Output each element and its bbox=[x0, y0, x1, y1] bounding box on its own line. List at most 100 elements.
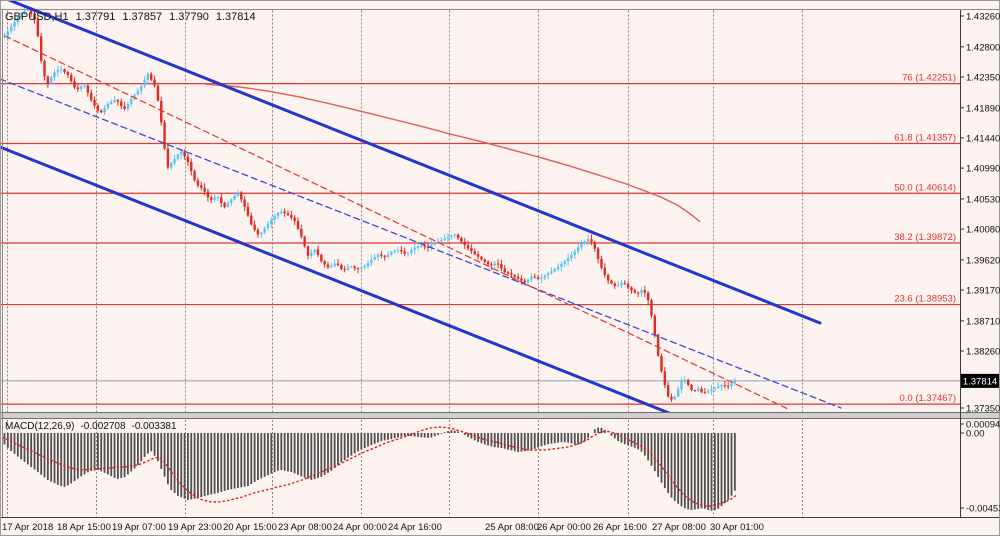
macd-histogram-bar bbox=[260, 433, 263, 479]
macd-histogram-bar bbox=[520, 433, 523, 452]
candle-body bbox=[553, 269, 556, 272]
macd-histogram-bar bbox=[563, 433, 566, 443]
macd-histogram-bar bbox=[123, 433, 126, 478]
macd-histogram-bar bbox=[653, 433, 656, 472]
macd-histogram-bar bbox=[86, 433, 89, 473]
price-axis-label: 1.43260 bbox=[966, 12, 1000, 23]
moving-average-line bbox=[204, 83, 701, 223]
macd-histogram-bar bbox=[313, 433, 316, 480]
macd-histogram-bar bbox=[577, 433, 580, 445]
macd-histogram-bar bbox=[643, 433, 646, 456]
candle-body bbox=[233, 195, 236, 200]
time-axis-label: 27 Apr 08:00 bbox=[652, 522, 706, 533]
macd-histogram-bar bbox=[126, 433, 129, 475]
time-axis-label: 26 Apr 16:00 bbox=[593, 522, 647, 533]
candle-body bbox=[546, 273, 550, 276]
candle-body bbox=[303, 236, 306, 247]
candle-body bbox=[56, 69, 60, 73]
candle-body bbox=[703, 392, 707, 394]
candle-body bbox=[366, 262, 370, 266]
candle-body bbox=[730, 383, 733, 387]
candle-body bbox=[466, 245, 470, 249]
macd-histogram-bar bbox=[530, 433, 533, 450]
candle-body bbox=[566, 258, 570, 262]
candle-body bbox=[173, 158, 176, 164]
macd-histogram-bar bbox=[467, 433, 469, 437]
candle-body bbox=[563, 261, 566, 264]
macd-histogram-bar bbox=[500, 433, 503, 448]
candle-body bbox=[540, 277, 543, 279]
candle-body bbox=[76, 87, 80, 89]
candle-body bbox=[163, 122, 166, 149]
price-axis-label: 1.37350 bbox=[966, 404, 1000, 415]
macd-histogram-bar bbox=[387, 433, 389, 440]
price-axis-label: 1.38260 bbox=[966, 347, 1000, 358]
candle-body bbox=[39, 36, 43, 61]
macd-histogram-bar bbox=[550, 433, 553, 444]
macd-histogram-bar bbox=[380, 433, 383, 442]
panel-separator-groove bbox=[0, 412, 1000, 419]
candle-body bbox=[690, 384, 693, 391]
candle-body bbox=[13, 22, 16, 27]
candle-body bbox=[33, 13, 36, 20]
macd-histogram-bar bbox=[263, 433, 266, 477]
candle-body bbox=[253, 224, 256, 230]
macd-histogram-bar bbox=[493, 433, 496, 448]
candle-body bbox=[210, 197, 213, 200]
candle-body bbox=[180, 151, 183, 155]
symbol-period-label: GBPUSD,H1 bbox=[5, 11, 69, 23]
macd-histogram-bar bbox=[407, 433, 409, 436]
candle-body bbox=[153, 79, 156, 86]
candle-body bbox=[353, 266, 356, 269]
candle-body bbox=[653, 315, 657, 335]
candle-body bbox=[273, 216, 276, 220]
candle-body bbox=[220, 197, 223, 203]
macd-histogram-bar bbox=[53, 433, 56, 484]
macd-histogram-bar bbox=[297, 433, 299, 475]
macd-histogram-bar bbox=[330, 433, 333, 471]
candle-body bbox=[390, 251, 393, 255]
candle-body bbox=[336, 263, 340, 266]
candle-body bbox=[83, 85, 86, 87]
candle-body bbox=[716, 386, 720, 388]
macd-histogram-bar bbox=[717, 433, 720, 509]
candle-body bbox=[616, 285, 620, 287]
candle-body bbox=[683, 379, 687, 381]
macd-histogram-bar bbox=[673, 433, 676, 501]
macd-histogram-bar bbox=[513, 433, 516, 452]
macd-histogram-bar bbox=[723, 433, 726, 504]
candle-body bbox=[300, 228, 303, 237]
macd-histogram-bar bbox=[483, 433, 486, 445]
candle-body bbox=[473, 251, 476, 255]
candle-body bbox=[176, 154, 180, 159]
macd-histogram-bar bbox=[557, 433, 560, 443]
fib-level-label: 23.6 (1.38953) bbox=[894, 294, 956, 305]
macd-histogram-bar bbox=[46, 433, 49, 480]
macd-histogram-bar bbox=[63, 433, 66, 487]
macd-histogram-bar bbox=[370, 433, 373, 446]
candle-body bbox=[506, 272, 510, 274]
candle-body bbox=[650, 300, 653, 316]
open-value: 1.37791 bbox=[75, 11, 116, 23]
candle-body bbox=[523, 280, 526, 283]
fib-level-label: 0.0 (1.37467) bbox=[899, 393, 956, 404]
macd-histogram-bar bbox=[210, 433, 213, 495]
macd-layer bbox=[1, 426, 738, 511]
macd-histogram-bar bbox=[360, 433, 363, 450]
macd-histogram-bar bbox=[253, 433, 256, 483]
macd-histogram-bar bbox=[307, 433, 309, 479]
candle-body bbox=[183, 151, 186, 157]
macd-histogram-bar bbox=[703, 433, 706, 509]
candle-body bbox=[326, 264, 330, 268]
candles-layer bbox=[3, 5, 737, 402]
macd-histogram-bar bbox=[393, 433, 396, 439]
candle-body bbox=[700, 388, 703, 393]
candle-body bbox=[23, 10, 26, 14]
macd-histogram-bar bbox=[633, 433, 636, 448]
time-axis-label: 20 Apr 15:00 bbox=[223, 522, 277, 533]
macd-histogram-bar bbox=[473, 433, 476, 441]
candle-body bbox=[73, 81, 76, 88]
candle-body bbox=[63, 69, 66, 73]
